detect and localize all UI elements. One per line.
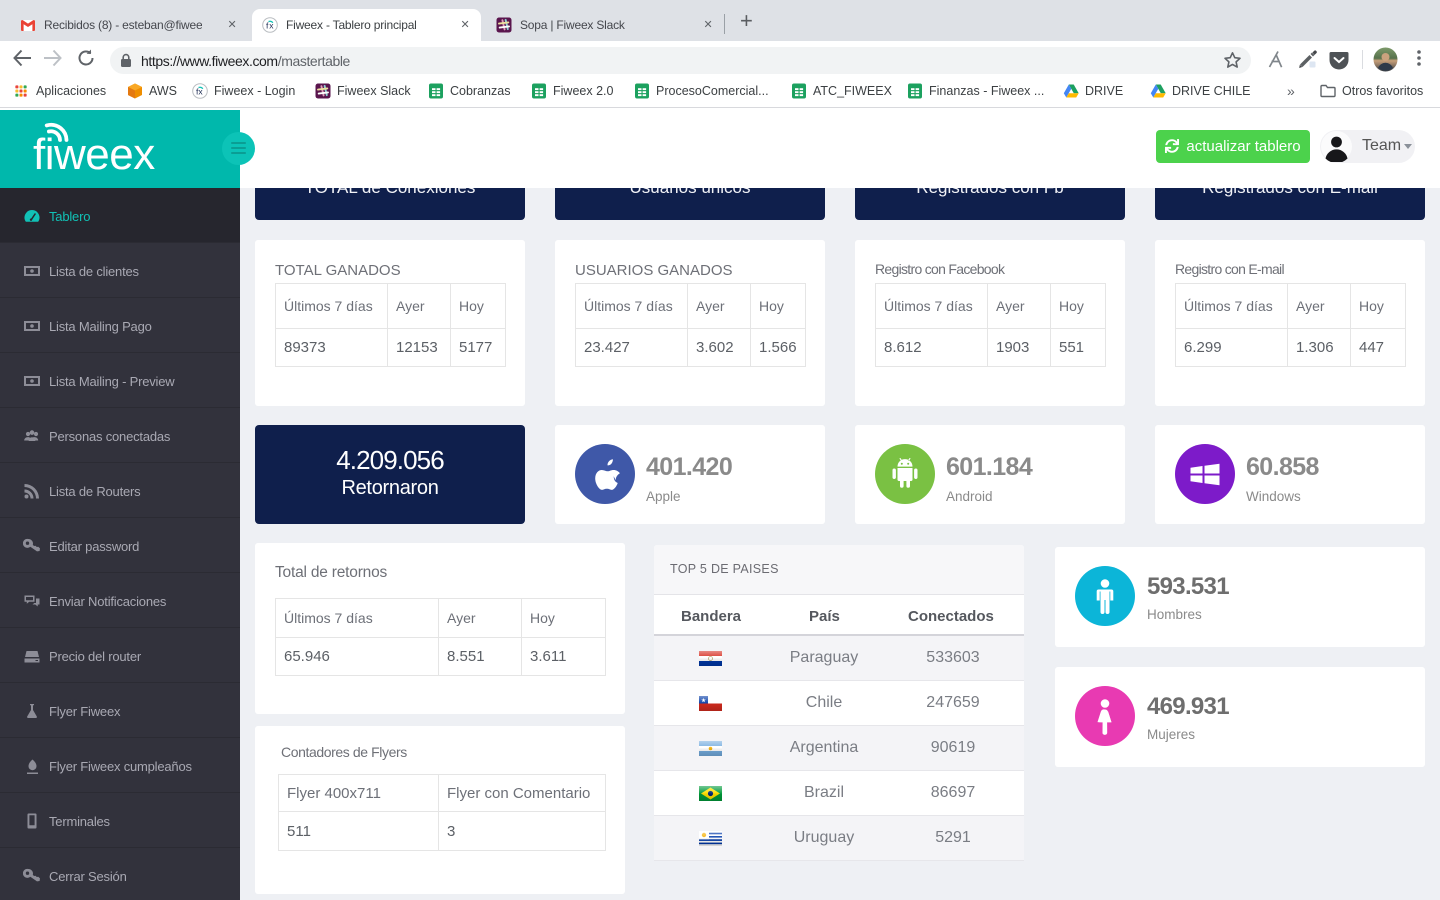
svg-text:x: x <box>269 21 274 31</box>
svg-text:fx: fx <box>196 87 203 97</box>
svg-text:f: f <box>266 21 269 31</box>
svg-text:fiweex: fiweex <box>33 130 155 179</box>
